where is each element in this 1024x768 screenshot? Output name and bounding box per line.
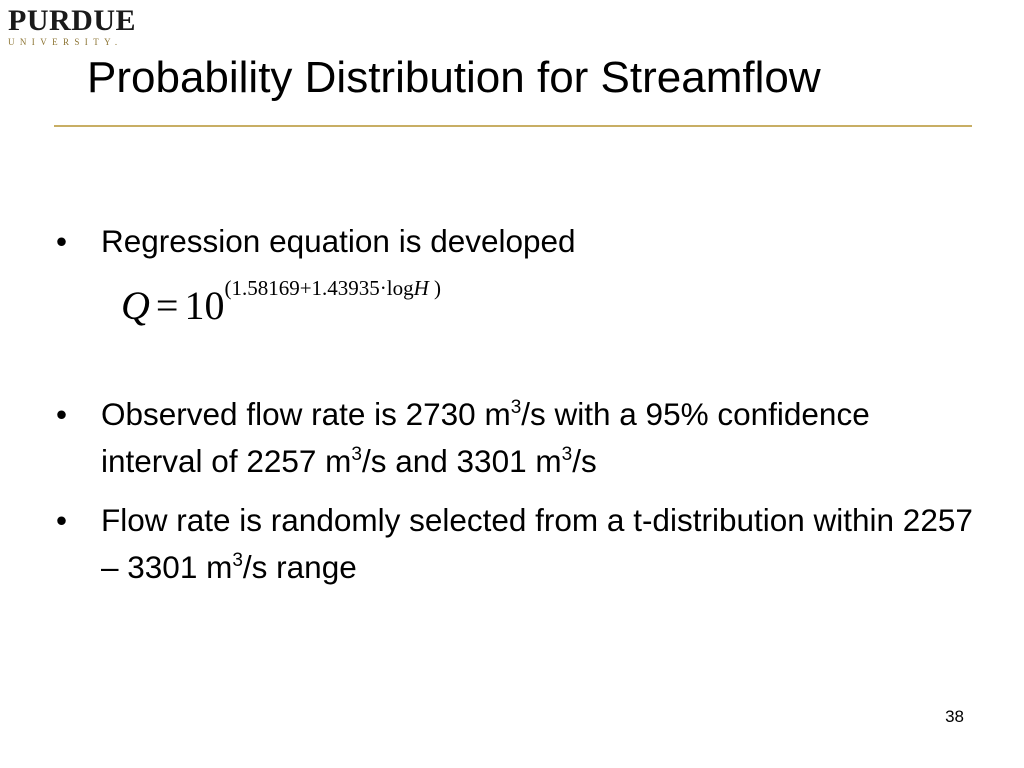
superscript: 3 [232, 550, 243, 571]
logo-wordmark: PURDUE [8, 4, 136, 37]
exponent-variable: H [413, 276, 429, 300]
logo-subtitle: UNIVERSITY. [8, 37, 123, 47]
text-run: /s with a 95% confidence interval of 225… [101, 396, 870, 479]
exponent-expression: (1.58169+1.43935·log [224, 276, 414, 300]
equation-lhs: Q [121, 283, 150, 328]
text-run: /s and 3301 m [361, 443, 562, 479]
superscript: 3 [510, 397, 522, 418]
text-run: Flow rate is randomly selected from a t-… [101, 502, 973, 585]
slide-title: Probability Distribution for Streamflow [87, 53, 821, 102]
equation-base: 10 [184, 283, 225, 328]
exponent-close: ) [428, 276, 442, 300]
bullet-item: • Flow rate is randomly selected from a … [56, 497, 976, 591]
text-run: /s [572, 443, 597, 479]
purdue-logo: PURDUE UNIVERSITY. [8, 4, 148, 48]
bullet-item: • Observed flow rate is 2730 m3/s with a… [56, 391, 976, 485]
superscript: 3 [561, 444, 573, 465]
superscript: 3 [351, 444, 362, 465]
equation-equals: = [155, 283, 179, 328]
equation-exponent: (1.58169+1.43935·logH ) [224, 276, 441, 300]
bullet-marker: • [56, 223, 68, 259]
bullet-text: Flow rate is randomly selected from a t-… [101, 497, 976, 591]
bullet-text: Observed flow rate is 2730 m3/s with a 9… [101, 391, 976, 485]
bullet-item: • Regression equation is developed [56, 218, 976, 265]
bullet-text: Regression equation is developed [101, 223, 576, 259]
bullet-marker: • [56, 396, 68, 432]
bullet-marker: • [56, 502, 68, 538]
regression-equation: Q = 10(1.58169+1.43935·logH ) [121, 276, 441, 329]
title-divider [54, 125, 972, 127]
text-run: /s range [242, 549, 357, 585]
page-number: 38 [945, 707, 964, 726]
text-run: Observed flow rate is 2730 m [101, 396, 511, 432]
